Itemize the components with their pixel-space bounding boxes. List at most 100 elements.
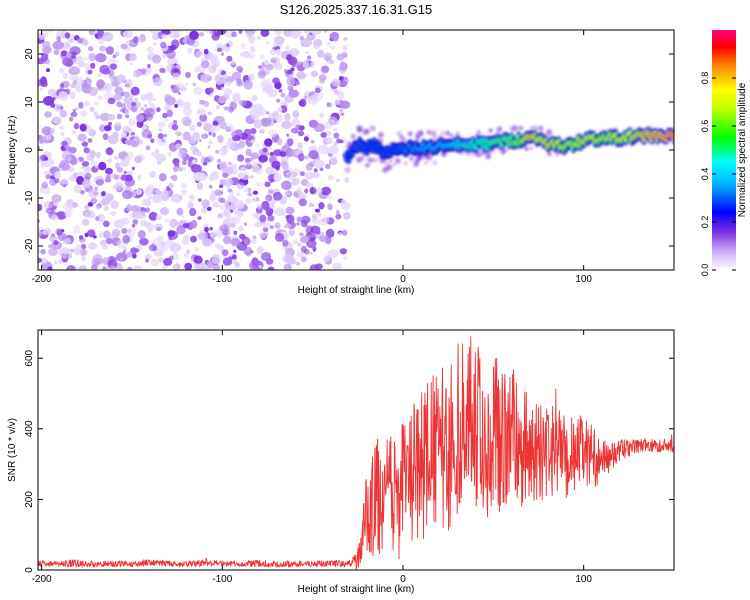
noise-blob bbox=[186, 249, 190, 254]
noise-blob bbox=[180, 182, 188, 189]
noise-blob bbox=[107, 121, 113, 126]
noise-blob bbox=[152, 41, 158, 46]
noise-blob bbox=[137, 174, 142, 179]
noise-blob bbox=[129, 53, 137, 62]
noise-blob bbox=[59, 68, 65, 74]
noise-blob bbox=[258, 232, 267, 239]
noise-blob bbox=[38, 248, 41, 254]
noise-blob bbox=[68, 66, 80, 76]
noise-blob bbox=[282, 239, 289, 247]
noise-blob bbox=[331, 119, 335, 124]
noise-blob bbox=[62, 72, 68, 80]
spectrogram-y-label: Frequency (Hz) bbox=[7, 116, 18, 185]
noise-blob bbox=[291, 177, 300, 186]
noise-blob bbox=[77, 60, 85, 68]
noise-blob bbox=[60, 131, 65, 136]
noise-blob bbox=[338, 63, 347, 74]
noise-blob bbox=[296, 216, 303, 223]
noise-blob bbox=[334, 99, 341, 105]
x-tick-label: -200 bbox=[32, 574, 52, 585]
ridge-halo bbox=[356, 156, 362, 163]
noise-blob bbox=[163, 93, 172, 103]
noise-blob bbox=[209, 53, 218, 63]
noise-blob bbox=[266, 41, 269, 45]
noise-blob bbox=[228, 161, 232, 165]
noise-blob bbox=[335, 213, 342, 220]
noise-blob bbox=[266, 197, 270, 202]
noise-blob bbox=[311, 203, 315, 207]
noise-blob bbox=[140, 106, 145, 112]
noise-blob bbox=[267, 189, 274, 194]
x-tick-label: 100 bbox=[575, 274, 592, 285]
noise-blob bbox=[105, 237, 113, 245]
noise-blob bbox=[310, 60, 316, 68]
noise-blob bbox=[146, 46, 154, 53]
noise-blob bbox=[201, 60, 210, 69]
noise-blob bbox=[80, 249, 87, 257]
noise-blob bbox=[99, 45, 107, 52]
snr-frame bbox=[37, 329, 675, 571]
noise-blob bbox=[184, 262, 193, 270]
noise-blob bbox=[78, 235, 84, 240]
noise-blob bbox=[72, 57, 80, 64]
noise-blob bbox=[244, 198, 252, 204]
noise-blob bbox=[122, 30, 133, 39]
noise-blob bbox=[190, 145, 197, 151]
noise-blob bbox=[295, 261, 300, 266]
noise-blob bbox=[341, 51, 348, 58]
noise-blob bbox=[318, 74, 327, 81]
ridge-halo bbox=[466, 152, 471, 157]
noise-blob bbox=[168, 236, 173, 241]
noise-blob bbox=[233, 209, 239, 215]
noise-blob bbox=[95, 53, 107, 63]
noise-blob bbox=[187, 202, 194, 209]
noise-blob bbox=[88, 30, 96, 36]
ridge-halo bbox=[497, 147, 502, 151]
noise-blob bbox=[61, 151, 72, 160]
noise-blob bbox=[95, 151, 101, 159]
noise-blob bbox=[221, 52, 225, 56]
ridge-halo bbox=[378, 131, 384, 138]
noise-blob bbox=[222, 209, 232, 218]
noise-blob bbox=[161, 240, 165, 246]
noise-blob bbox=[304, 50, 310, 55]
noise-blob bbox=[155, 214, 162, 221]
noise-blob bbox=[233, 230, 238, 235]
noise-blob bbox=[250, 139, 255, 144]
noise-blob bbox=[162, 112, 168, 119]
noise-blob bbox=[60, 145, 65, 151]
noise-blob bbox=[164, 239, 175, 248]
noise-blob bbox=[75, 77, 85, 86]
noise-blob bbox=[299, 232, 304, 237]
noise-blob bbox=[292, 33, 299, 40]
ridge-halo bbox=[476, 130, 481, 135]
noise-blob bbox=[230, 131, 236, 137]
noise-blob bbox=[329, 155, 338, 166]
colorbar: 0.0 0.2 0.4 0.6 0.8 Normalized spectral ampl… bbox=[700, 30, 748, 276]
noise-blob bbox=[145, 92, 154, 101]
noise-blob bbox=[309, 264, 319, 270]
noise-blob bbox=[125, 79, 133, 88]
noise-blob bbox=[81, 179, 92, 189]
noise-blob bbox=[48, 244, 53, 249]
ridge-halo bbox=[356, 125, 363, 132]
noise-blob bbox=[263, 59, 270, 66]
noise-blob bbox=[61, 30, 67, 34]
noise-blob bbox=[163, 118, 169, 122]
noise-blob bbox=[102, 266, 107, 270]
y-tick-label: 200 bbox=[24, 491, 35, 508]
noise-blob bbox=[317, 144, 329, 155]
noise-blob bbox=[173, 165, 179, 173]
noise-blob bbox=[38, 230, 42, 237]
noise-blob bbox=[104, 167, 113, 175]
noise-blob bbox=[38, 125, 42, 129]
ridge-halo bbox=[440, 131, 445, 135]
noise-blob bbox=[223, 88, 232, 96]
noise-blob bbox=[221, 249, 229, 257]
noise-blob bbox=[250, 157, 254, 161]
noise-blob bbox=[45, 174, 52, 180]
noise-blob bbox=[286, 138, 294, 147]
noise-blob bbox=[121, 190, 133, 200]
noise-blob bbox=[192, 82, 197, 87]
noise-blob bbox=[285, 215, 290, 219]
